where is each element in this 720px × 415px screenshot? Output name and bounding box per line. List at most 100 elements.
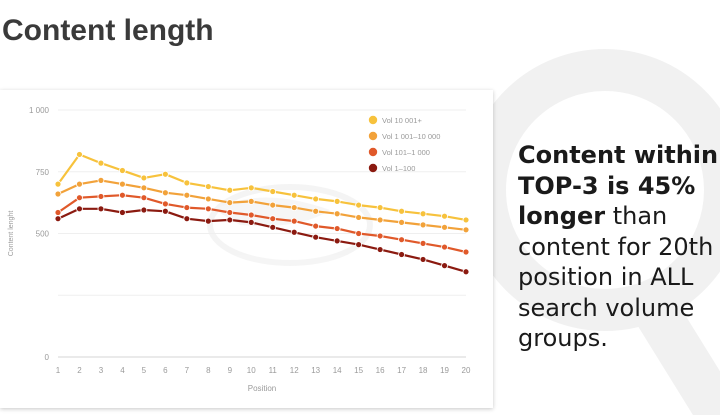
y-tick-label: 500 bbox=[36, 230, 50, 239]
data-point bbox=[290, 217, 298, 225]
x-tick-label: 15 bbox=[354, 366, 363, 375]
data-point bbox=[247, 218, 255, 226]
x-tick-label: 6 bbox=[163, 366, 168, 375]
x-tick-label: 12 bbox=[290, 366, 299, 375]
data-point bbox=[462, 248, 470, 256]
line-chart-card: 0 500 750 1 000 1 2 3 4 5 6 7 8 9 10 11 12 13 14 15 16 17 18 1… bbox=[0, 90, 493, 408]
data-point bbox=[398, 236, 405, 244]
data-point bbox=[54, 190, 62, 198]
data-point bbox=[462, 226, 470, 234]
x-tick-label: 3 bbox=[99, 366, 104, 375]
callout-line: Content within bbox=[518, 140, 718, 171]
data-point bbox=[161, 189, 169, 197]
series-line bbox=[57, 179, 467, 231]
x-tick-label: 10 bbox=[247, 366, 256, 375]
data-point bbox=[247, 211, 255, 219]
data-point bbox=[54, 180, 62, 188]
data-point bbox=[204, 205, 212, 213]
x-tick-label: 11 bbox=[269, 366, 278, 375]
legend-label: Vol 1–100 bbox=[382, 164, 415, 173]
data-point bbox=[312, 233, 320, 241]
x-tick-label: 14 bbox=[333, 366, 342, 375]
data-point bbox=[441, 243, 448, 251]
data-point bbox=[312, 222, 320, 230]
data-point bbox=[140, 194, 148, 202]
data-point bbox=[398, 207, 405, 215]
callout-text-part: TOP-3 is 45% bbox=[518, 171, 696, 200]
x-tick-label: 19 bbox=[440, 366, 449, 375]
data-point bbox=[355, 230, 363, 237]
data-point bbox=[333, 197, 341, 205]
callout-text: Content within TOP-3 is 45% longer than con… bbox=[518, 140, 718, 354]
data-point bbox=[161, 200, 169, 208]
data-point bbox=[355, 214, 363, 221]
series-line bbox=[57, 207, 467, 273]
data-point bbox=[97, 176, 105, 184]
data-point bbox=[269, 188, 277, 195]
data-point bbox=[140, 206, 148, 214]
y-tick-label: 1 000 bbox=[29, 106, 50, 115]
x-tick-label: 2 bbox=[77, 366, 82, 375]
data-point bbox=[204, 195, 212, 203]
data-point bbox=[76, 194, 83, 202]
data-point bbox=[269, 215, 277, 223]
legend-label: Vol 10 001+ bbox=[382, 116, 422, 125]
data-point bbox=[226, 186, 234, 194]
data-point bbox=[269, 223, 277, 231]
data-point bbox=[97, 193, 105, 200]
legend-label: Vol 101–1 000 bbox=[382, 148, 430, 157]
data-point bbox=[183, 191, 191, 199]
data-point bbox=[119, 167, 126, 174]
data-point bbox=[419, 221, 427, 229]
data-point bbox=[290, 228, 298, 236]
data-point bbox=[247, 197, 255, 205]
callout-text-part: position in ALL bbox=[518, 263, 694, 291]
x-axis-label: Position bbox=[248, 384, 276, 393]
data-point bbox=[183, 204, 191, 211]
callout-line: position in ALL bbox=[518, 262, 718, 293]
data-point bbox=[376, 232, 384, 240]
x-tick-label: 13 bbox=[311, 366, 320, 375]
legend-swatch bbox=[368, 131, 378, 141]
callout-text-part: content for 20th bbox=[518, 232, 714, 261]
callout-text-part: Content within bbox=[518, 141, 719, 169]
data-point bbox=[226, 216, 234, 224]
y-tick-label: 750 bbox=[36, 168, 50, 177]
data-point bbox=[226, 209, 234, 216]
callout-line: content for 20th bbox=[518, 232, 718, 263]
x-tick-label: 16 bbox=[376, 366, 385, 375]
data-point bbox=[247, 184, 255, 192]
callout-line: groups. bbox=[518, 323, 718, 354]
series-line bbox=[57, 194, 467, 254]
data-point bbox=[226, 199, 234, 207]
data-point bbox=[119, 191, 126, 199]
x-tick-label: 20 bbox=[462, 366, 471, 375]
data-point bbox=[119, 180, 126, 188]
data-point bbox=[76, 180, 83, 188]
data-point bbox=[161, 170, 169, 178]
data-point bbox=[376, 204, 384, 211]
data-point bbox=[290, 204, 298, 211]
callout-line: longer than bbox=[518, 201, 718, 232]
data-point bbox=[161, 207, 169, 215]
data-point bbox=[204, 183, 212, 190]
data-point bbox=[462, 216, 470, 224]
callout-text-part: than bbox=[605, 202, 668, 230]
data-point bbox=[183, 179, 191, 187]
x-tick-label: 1 bbox=[56, 366, 61, 375]
data-point bbox=[376, 216, 384, 224]
data-point bbox=[398, 218, 405, 226]
y-tick-label: 0 bbox=[45, 353, 50, 362]
data-point bbox=[183, 215, 191, 223]
data-point bbox=[462, 268, 470, 276]
y-axis-label: Content lenght bbox=[8, 211, 15, 257]
legend-label: Vol 1 001–10 000 bbox=[382, 132, 440, 141]
data-point bbox=[376, 246, 384, 253]
data-point bbox=[419, 256, 427, 263]
data-point bbox=[355, 201, 363, 209]
data-point bbox=[441, 212, 448, 220]
x-tick-label: 5 bbox=[142, 366, 147, 375]
x-tick-label: 17 bbox=[397, 366, 406, 375]
legend-swatch bbox=[368, 115, 378, 125]
